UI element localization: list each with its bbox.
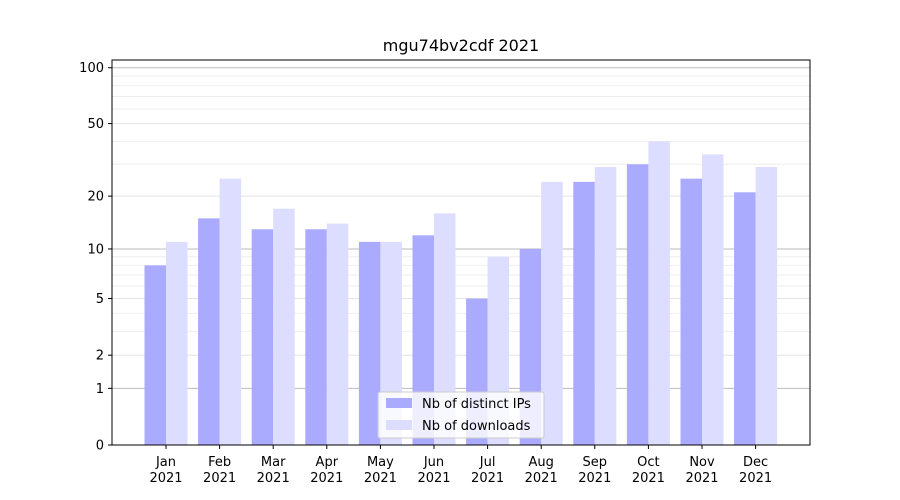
bar-distinct-ips [198,218,220,445]
y-tick-label: 2 [96,349,104,364]
bar-downloads [166,241,188,445]
y-tick-label: 10 [87,242,104,257]
bar-distinct-ips [144,265,166,445]
legend-swatch-ips [386,398,412,408]
y-tick-label: 20 [87,190,104,205]
x-tick-label: Dec [743,455,768,470]
x-tick-label: Jan [155,455,176,470]
x-tick-label: 2021 [471,471,504,486]
y-tick-label: 100 [79,61,104,76]
legend-box [377,391,545,439]
x-tick-label: 2021 [310,471,343,486]
y-tick-label: 0 [96,439,104,454]
bar-distinct-ips [573,181,595,446]
bar-downloads [702,154,724,445]
x-tick-label: 2021 [257,471,290,486]
y-tick-label: 1 [96,382,104,397]
x-tick-label: 2021 [417,471,450,486]
legend-label-ips: Nb of distinct IPs [422,397,531,412]
x-tick-label: 2021 [685,471,718,486]
x-tick-label: 2021 [364,471,397,486]
x-tick-label: Feb [208,455,231,470]
bar-downloads [326,223,349,445]
x-tick-label: 2021 [525,471,558,486]
x-tick-label: May [367,455,394,470]
legend-label-downloads: Nb of downloads [422,419,531,434]
chart-title: mgu74bv2cdf 2021 [383,36,539,55]
bar-distinct-ips [305,229,327,445]
x-tick-label: Mar [261,455,286,470]
x-tick-label: Jun [423,455,444,470]
x-tick-label: 2021 [578,471,611,486]
x-tick-label: Oct [637,455,659,470]
y-tick-label: 5 [96,292,104,307]
y-tick-label: 50 [87,117,104,132]
bar-downloads [434,213,456,445]
plot-frame [111,59,811,446]
legend: Nb of distinct IPs Nb of downloads [377,391,545,439]
bar-distinct-ips [734,192,756,445]
x-tick-label: Nov [689,455,715,470]
x-tick-label: 2021 [739,471,772,486]
bar-downloads [219,178,242,445]
x-tick-label: Apr [316,455,339,470]
x-tick-label: 2021 [203,471,236,486]
x-axis: Jan2021Feb2021Mar2021Apr2021May2021Jun20… [149,445,772,486]
bar-distinct-ips [626,164,649,445]
y-axis: 0 1 2 5 10 20 50 100 [79,61,112,454]
x-tick-label: Jul [479,455,496,470]
x-tick-label: 2021 [632,471,665,486]
bar-downloads [755,166,778,445]
bar-downloads [273,208,295,445]
bar-downloads [648,141,670,446]
x-tick-label: 2021 [149,471,182,486]
bar-distinct-ips [251,229,274,445]
bar-downloads [541,181,563,446]
x-tick-label: Aug [529,455,554,470]
legend-swatch-downloads [386,420,412,430]
x-tick-label: Sep [583,455,608,470]
bar-distinct-ips [680,178,702,445]
bar-distinct-ips [358,241,381,445]
bar-downloads [594,166,617,445]
